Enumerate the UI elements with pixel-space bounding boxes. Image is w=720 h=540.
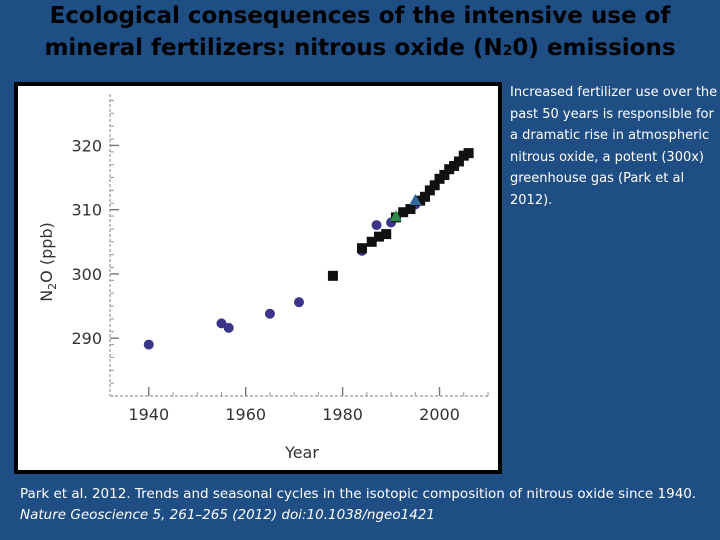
y-axis-label: N2O (ppb): [37, 222, 59, 302]
n2o-scatter-chart: 290 300 310 320 1940 1960 1980 2000 Year N2O (p…: [18, 86, 498, 470]
data-point-circle: [143, 339, 154, 350]
chart-axes: 290 300 310 320 1940 1960 1980 2000: [71, 94, 489, 424]
title-subscript: 2: [502, 43, 513, 59]
data-point-triangle: [409, 194, 422, 206]
data-point-square: [439, 169, 450, 180]
x-tick-label: 1940: [128, 405, 169, 424]
citation: Park et al. 2012. Trends and seasonal cy…: [20, 484, 710, 526]
data-point-triangle: [389, 210, 402, 222]
y-label-base: N: [37, 290, 56, 302]
data-point-square: [463, 148, 474, 159]
data-point-square: [420, 191, 430, 202]
data-point-square: [405, 204, 416, 215]
data-point-square: [398, 207, 409, 218]
title-text-end: 0) emissions: [512, 35, 676, 61]
data-point-circle: [216, 318, 227, 329]
y-label-subscript: 2: [46, 283, 59, 290]
data-point-square: [381, 229, 392, 240]
data-point-circle: [223, 322, 234, 333]
data-point-square: [373, 231, 384, 242]
data-point-square: [429, 180, 440, 191]
data-point-circle: [294, 297, 304, 308]
data-point-square: [366, 236, 377, 247]
y-tick-label: 320: [71, 136, 102, 155]
title-text-main: Ecological consequences of the intensive…: [44, 3, 671, 61]
data-point-square: [453, 156, 464, 167]
chart-frame: 290 300 310 320 1940 1960 1980 2000 Year N2O (p…: [14, 82, 502, 474]
y-tick-label: 290: [71, 329, 102, 348]
chart-marks: [143, 148, 474, 350]
x-tick-label: 1980: [322, 405, 363, 424]
x-axis-label: Year: [284, 443, 319, 462]
citation-journal: Nature Geoscience 5, 261–265 (2012) doi:…: [20, 507, 435, 523]
chart-background: [18, 86, 498, 470]
side-description: Increased fertilizer use over the past 5…: [510, 85, 718, 208]
y-tick-label: 300: [71, 265, 102, 284]
data-point-square: [357, 243, 367, 254]
slide-title: Ecological consequences of the intensive…: [0, 0, 720, 67]
data-point-circle: [371, 220, 382, 231]
data-point-square: [424, 185, 435, 196]
x-tick-label: 2000: [419, 405, 460, 424]
data-point-square: [327, 270, 338, 281]
data-point-circle: [264, 308, 275, 319]
y-tick-label: 310: [71, 201, 102, 220]
y-label-rest: O (ppb): [37, 222, 56, 283]
x-tick-label: 1960: [225, 405, 266, 424]
citation-text: Park et al. 2012. Trends and seasonal cy…: [20, 486, 697, 502]
